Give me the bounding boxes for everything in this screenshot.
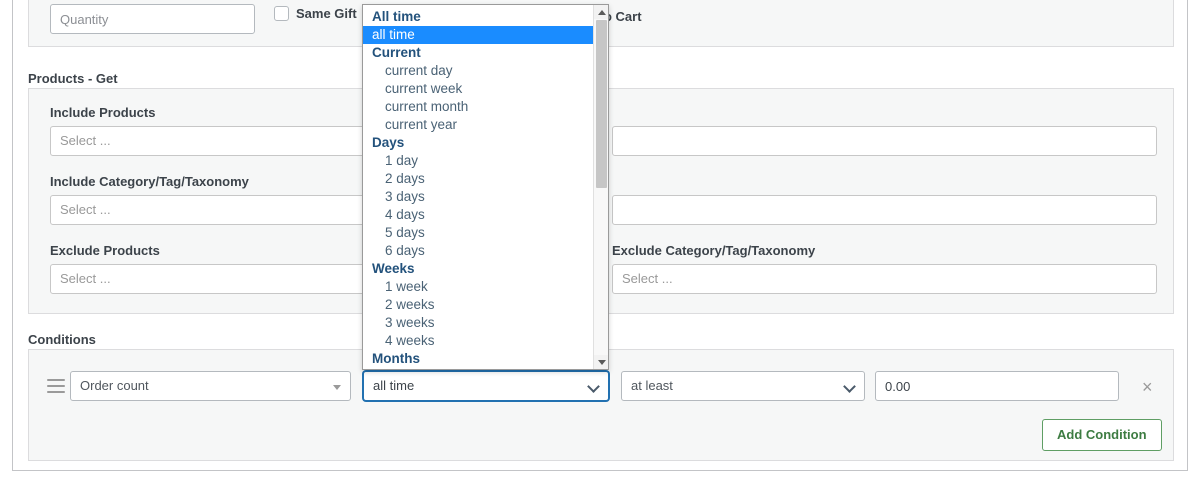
condition-subject-value: Order count bbox=[80, 378, 149, 393]
include-products-label: Include Products bbox=[50, 105, 156, 120]
condition-operator-value: at least bbox=[631, 378, 673, 393]
chevron-down-icon bbox=[333, 385, 341, 390]
quantity-input[interactable] bbox=[50, 4, 255, 34]
dropdown-options-container[interactable]: All time all time Current current day curren… bbox=[363, 5, 594, 369]
dropdown-option[interactable]: 6 days bbox=[385, 243, 425, 258]
exclude-products-label: Exclude Products bbox=[50, 243, 160, 258]
dropdown-option[interactable]: 3 weeks bbox=[385, 315, 435, 330]
add-condition-button[interactable]: Add Condition bbox=[1042, 419, 1162, 451]
dropdown-group-label: Weeks bbox=[372, 261, 415, 276]
chevron-down-icon bbox=[587, 380, 600, 393]
dropdown-group-label: All time bbox=[372, 9, 421, 24]
condition-subject-select[interactable]: Order count bbox=[70, 371, 351, 401]
scrollbar-thumb[interactable] bbox=[596, 20, 607, 188]
same-gift-checkbox[interactable] bbox=[274, 6, 289, 21]
dropdown-option[interactable]: 1 day bbox=[385, 153, 419, 168]
condition-operator-select[interactable]: at least bbox=[621, 371, 865, 401]
dropdown-option[interactable]: 2 weeks bbox=[385, 297, 435, 312]
dropdown-option[interactable]: 5 days bbox=[385, 225, 425, 240]
condition-period-select[interactable]: all time bbox=[363, 371, 609, 401]
period-dropdown-listbox[interactable]: All time all time Current current day curren… bbox=[362, 4, 609, 370]
condition-amount-input[interactable] bbox=[875, 371, 1119, 401]
include-category-label: Include Category/Tag/Taxonomy bbox=[50, 174, 249, 189]
dropdown-option[interactable]: 1 week bbox=[385, 279, 428, 294]
exclude-products-right-select[interactable] bbox=[612, 195, 1157, 225]
chevron-down-icon bbox=[843, 380, 856, 393]
dropdown-option[interactable]: current week bbox=[385, 81, 463, 96]
dropdown-option[interactable]: 4 days bbox=[385, 207, 425, 222]
dropdown-option[interactable]: current year bbox=[385, 117, 458, 132]
dropdown-group-label: Current bbox=[372, 45, 421, 60]
drag-handle-icon[interactable] bbox=[47, 379, 65, 393]
dropdown-group-label: Days bbox=[372, 135, 405, 150]
include-category-right-select[interactable] bbox=[612, 126, 1157, 156]
exclude-category-select[interactable]: Select ... bbox=[612, 264, 1157, 294]
dropdown-option[interactable]: 2 days bbox=[385, 171, 425, 186]
scroll-up-arrow-icon[interactable] bbox=[594, 5, 608, 19]
dropdown-option[interactable]: current month bbox=[385, 99, 469, 114]
scroll-down-arrow-icon[interactable] bbox=[594, 355, 608, 369]
dropdown-option[interactable]: 3 days bbox=[385, 189, 425, 204]
exclude-category-label: Exclude Category/Tag/Taxonomy bbox=[612, 243, 816, 258]
conditions-title: Conditions bbox=[28, 332, 96, 347]
dropdown-option[interactable]: current day bbox=[385, 63, 453, 78]
dropdown-option[interactable]: all time bbox=[363, 26, 594, 44]
condition-period-value: all time bbox=[373, 378, 415, 393]
same-gift-label: Same Gift bbox=[296, 6, 357, 21]
same-gift-checkbox-wrapper[interactable]: Same Gift bbox=[274, 6, 357, 21]
remove-condition-icon[interactable]: × bbox=[1142, 377, 1153, 397]
products-get-title: Products - Get bbox=[28, 71, 118, 86]
dropdown-group-label: Months bbox=[372, 351, 420, 366]
dropdown-option[interactable]: 4 weeks bbox=[385, 333, 435, 348]
dropdown-scrollbar[interactable] bbox=[593, 5, 608, 369]
